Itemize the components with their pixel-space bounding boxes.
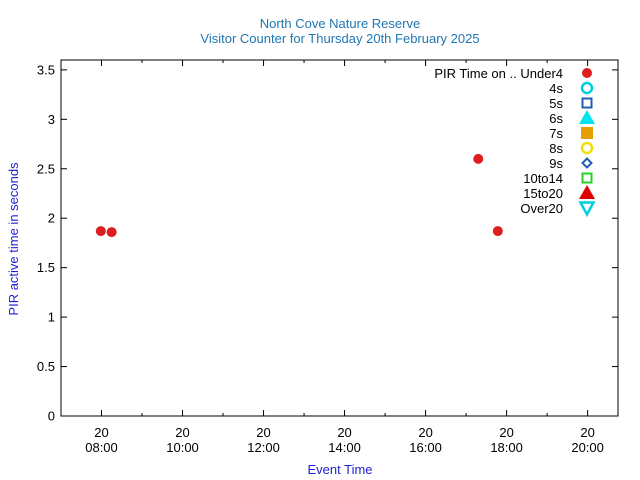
plot-frame <box>60 59 619 417</box>
legend-marker-shape <box>581 157 593 169</box>
x-tick-label-time: 08:00 <box>85 440 118 455</box>
y-tick-label: 1 <box>48 310 55 325</box>
y-tick-label: 0.5 <box>37 359 55 374</box>
x-tick-label-day: 20 <box>580 425 594 440</box>
data-point-shape <box>106 227 117 238</box>
legend-marker <box>579 185 595 199</box>
data-point <box>473 153 484 164</box>
legend-label: 5s <box>549 96 563 111</box>
x-tick-label-time: 14:00 <box>328 440 361 455</box>
legend-marker-shape <box>582 68 592 78</box>
y-tick-label: 2 <box>48 211 55 226</box>
y-tick-label: 2.5 <box>37 161 55 176</box>
x-tick-label-day: 20 <box>175 425 189 440</box>
data-point-shape <box>95 226 106 237</box>
data-point <box>106 227 117 238</box>
legend-marker <box>580 81 594 95</box>
legend-marker-shape <box>581 97 593 109</box>
y-tick-label: 3 <box>48 112 55 127</box>
legend-label: 10to14 <box>523 171 563 186</box>
x-tick-label-time: 20:00 <box>571 440 604 455</box>
legend-marker-shape <box>580 141 594 155</box>
x-tick-label-time: 18:00 <box>490 440 523 455</box>
chart-title: North Cove Nature Reserve <box>260 16 420 31</box>
y-tick-label: 1.5 <box>37 260 55 275</box>
legend-title: PIR Time on .. Under4 <box>434 66 563 81</box>
legend-marker <box>581 157 593 169</box>
legend-marker <box>581 172 593 184</box>
x-axis-title: Event Time <box>307 462 372 477</box>
x-tick-label-time: 10:00 <box>166 440 199 455</box>
x-tick-label-day: 20 <box>94 425 108 440</box>
legend-marker-shape <box>579 185 595 199</box>
legend-label: 4s <box>549 81 563 96</box>
x-tick-label-day: 20 <box>256 425 270 440</box>
data-point-shape <box>492 226 503 237</box>
legend-marker-shape <box>579 110 595 124</box>
legend-label: 8s <box>549 141 563 156</box>
legend-label: Over20 <box>520 201 563 216</box>
x-tick-label-day: 20 <box>337 425 351 440</box>
x-tick-label-time: 12:00 <box>247 440 280 455</box>
legend-marker-shape <box>581 172 593 184</box>
legend-marker-shape <box>578 201 596 218</box>
data-points <box>95 153 503 238</box>
y-tick-label: 0 <box>48 409 55 424</box>
legend-label: 15to20 <box>523 186 563 201</box>
legend-marker <box>580 141 594 155</box>
legend-label: 6s <box>549 111 563 126</box>
x-tick-label-day: 20 <box>418 425 432 440</box>
chart-subtitle: Visitor Counter for Thursday 20th Februa… <box>200 31 479 46</box>
axis-ticks: 00.511.522.533.52008:002010:002012:00201… <box>37 60 618 455</box>
data-point <box>492 226 503 237</box>
legend-marker <box>581 97 593 109</box>
legend-label: 9s <box>549 156 563 171</box>
y-axis-title: PIR active time in seconds <box>6 162 21 316</box>
legend-marker-shape <box>580 81 594 95</box>
legend-label: 7s <box>549 126 563 141</box>
data-point <box>95 226 106 237</box>
legend: PIR Time on .. Under4 4s5s6s7s8s9s10to14… <box>434 66 596 218</box>
y-tick-label: 3.5 <box>37 62 55 77</box>
legend-marker-shape <box>581 127 593 139</box>
data-point-shape <box>473 153 484 164</box>
legend-marker <box>581 127 593 139</box>
x-tick-label-time: 16:00 <box>409 440 442 455</box>
legend-marker <box>579 110 595 124</box>
legend-marker <box>578 201 596 218</box>
legend-marker <box>582 68 592 78</box>
x-tick-label-day: 20 <box>499 425 513 440</box>
